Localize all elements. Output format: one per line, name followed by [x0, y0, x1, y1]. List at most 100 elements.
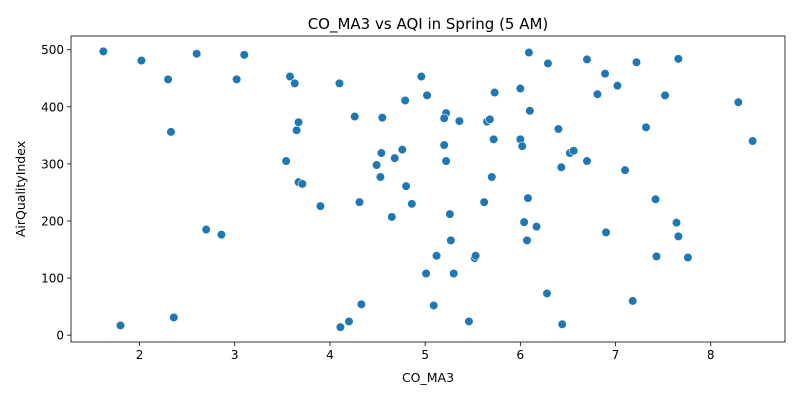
data-point — [524, 47, 534, 58]
data-point — [290, 78, 300, 88]
plot-area — [71, 36, 785, 342]
data-point — [464, 316, 474, 327]
data-point — [354, 197, 365, 207]
data-point — [671, 218, 682, 228]
x-tick-label: 8 — [707, 348, 715, 362]
data-point — [515, 83, 525, 94]
data-point — [557, 319, 567, 329]
data-point — [523, 193, 533, 203]
data-point — [201, 224, 211, 235]
points-layer — [98, 46, 758, 332]
data-point — [169, 312, 179, 323]
data-point — [612, 81, 623, 91]
y-axis-ticks: 0 100 200 300 400 500 — [41, 43, 71, 343]
data-point — [556, 162, 566, 172]
data-point — [542, 288, 552, 299]
data-point — [449, 268, 459, 279]
data-point — [387, 212, 397, 222]
data-point — [651, 251, 662, 261]
data-point — [431, 251, 442, 261]
data-point — [375, 172, 386, 182]
data-point — [232, 74, 242, 84]
data-point — [407, 199, 417, 209]
data-point — [673, 231, 683, 241]
data-point — [401, 181, 411, 191]
data-point — [377, 113, 387, 123]
x-tick-label: 3 — [231, 348, 239, 362]
data-point — [489, 134, 499, 144]
data-point — [522, 235, 532, 245]
x-tick-label: 7 — [612, 348, 620, 362]
data-point — [421, 268, 431, 279]
x-tick-label: 2 — [136, 348, 144, 362]
data-point — [422, 90, 432, 100]
y-tick-label: 0 — [56, 329, 64, 343]
data-point — [673, 54, 683, 64]
data-point — [601, 227, 611, 237]
data-point — [397, 145, 407, 155]
data-point — [344, 316, 354, 327]
data-point — [376, 148, 386, 158]
data-point — [281, 156, 291, 166]
data-point — [641, 122, 651, 132]
data-point — [115, 320, 126, 331]
x-tick-label: 6 — [517, 348, 525, 362]
data-point — [371, 160, 382, 170]
data-point — [429, 300, 439, 311]
data-point — [525, 106, 535, 116]
data-point — [748, 136, 758, 146]
data-point — [531, 222, 542, 232]
data-point — [733, 97, 743, 107]
data-point — [683, 252, 693, 263]
y-tick-label: 100 — [41, 272, 64, 286]
data-point — [582, 156, 592, 166]
data-point — [297, 179, 307, 189]
data-point — [631, 57, 642, 67]
data-point — [350, 111, 360, 122]
data-point — [400, 95, 410, 106]
data-point — [136, 55, 147, 66]
data-point — [390, 153, 400, 163]
data-point — [454, 116, 465, 126]
data-point — [471, 251, 481, 261]
y-tick-label: 300 — [41, 157, 64, 171]
x-axis-ticks: 2 3 4 5 6 7 8 — [136, 342, 715, 362]
data-point — [166, 127, 176, 137]
chart-title: CO_MA3 vs AQI in Spring (5 AM) — [308, 15, 549, 34]
data-point — [98, 46, 108, 57]
data-point — [628, 296, 638, 306]
plot-frame — [70, 35, 786, 343]
data-point — [490, 87, 500, 98]
data-point — [446, 235, 456, 245]
y-axis-label: AirQualityIndex — [13, 141, 28, 237]
data-point — [216, 230, 227, 240]
data-point — [543, 58, 553, 69]
x-axis-label: CO_MA3 — [402, 370, 454, 385]
data-point — [334, 78, 345, 88]
data-point — [239, 50, 249, 60]
data-point — [660, 90, 670, 100]
data-point — [293, 117, 304, 127]
x-tick-label: 5 — [421, 348, 429, 362]
y-tick-label: 400 — [41, 100, 64, 114]
data-point — [485, 114, 495, 124]
data-point — [519, 217, 529, 227]
data-point — [650, 194, 661, 204]
data-point — [315, 201, 326, 211]
data-point — [487, 172, 497, 182]
x-tick-label: 4 — [326, 348, 334, 362]
data-point — [592, 89, 603, 99]
data-point — [600, 69, 610, 79]
data-point — [620, 165, 630, 175]
data-point — [441, 156, 451, 166]
data-point — [356, 299, 366, 309]
data-point — [292, 125, 302, 135]
data-point — [439, 113, 449, 123]
data-point — [553, 124, 564, 134]
data-point — [163, 74, 173, 84]
y-tick-label: 200 — [41, 214, 64, 228]
data-point — [569, 146, 579, 156]
data-point — [335, 322, 346, 332]
